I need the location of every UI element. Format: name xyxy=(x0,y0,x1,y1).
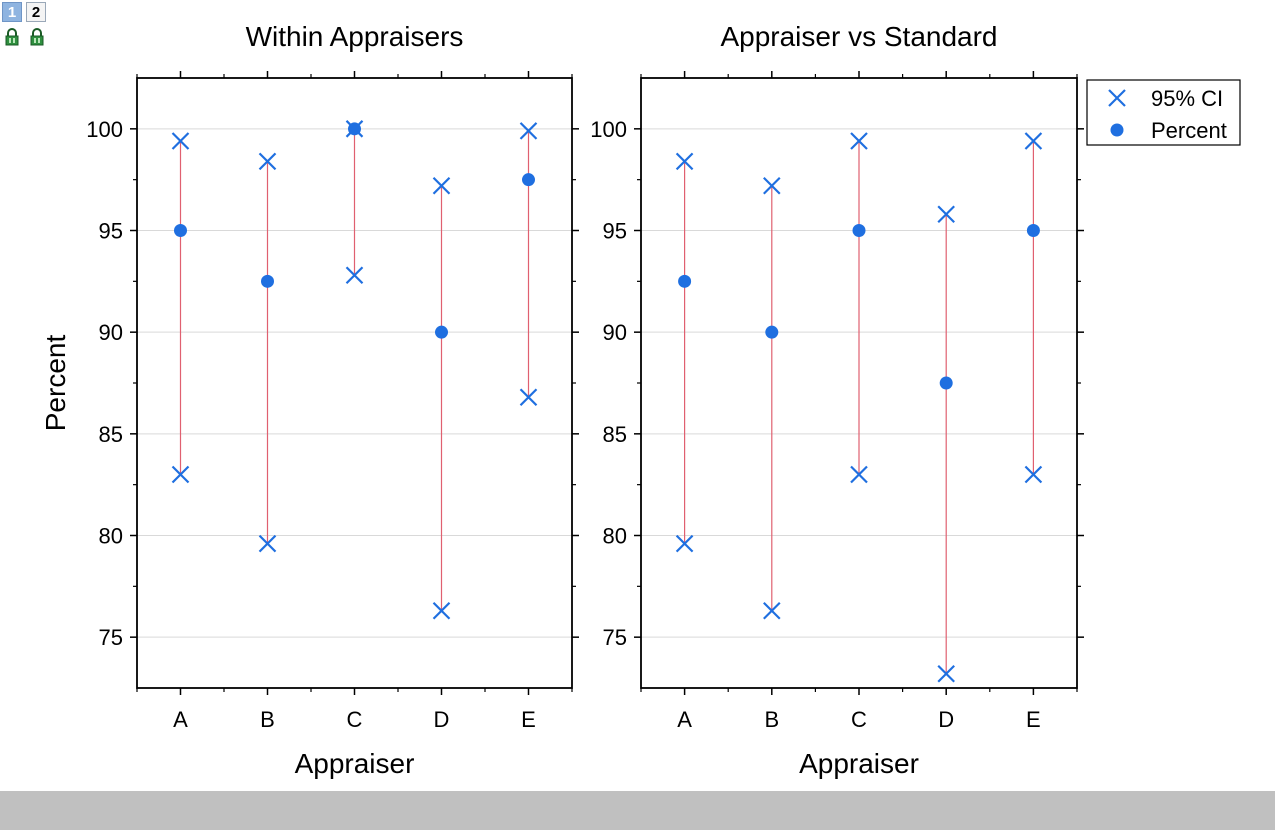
plot-panel-2: 75 80 85 90 95 100 A B C D E Appraiser vs Standard A… xyxy=(590,21,1084,779)
ci-marker xyxy=(850,132,868,150)
ci-marker xyxy=(1108,89,1126,107)
ci-marker xyxy=(171,465,190,484)
y-tick-label: 85 xyxy=(99,422,123,447)
ci-marker-stroke xyxy=(1108,89,1126,107)
legend-percent-marker xyxy=(1110,123,1124,137)
legend-label: 95% CI xyxy=(1151,86,1223,111)
ci-marker xyxy=(675,152,694,171)
plot-panel-1: 75 80 85 90 95 100 A B C D E Within Appraisers Appra… xyxy=(40,21,579,779)
x-tick-label: B xyxy=(260,707,275,732)
ci-marker xyxy=(432,176,451,195)
ci-marker xyxy=(432,601,451,620)
percent-point xyxy=(435,325,448,339)
ci-marker xyxy=(763,601,781,620)
page-tab-1[interactable]: 1 xyxy=(2,2,22,22)
ci-marker-stroke xyxy=(432,601,451,620)
percent-point xyxy=(174,224,187,237)
x-axis-label: Appraiser xyxy=(799,748,919,779)
x-tick-label: C xyxy=(851,707,867,732)
legend-label: Percent xyxy=(1151,118,1227,143)
ci-marker-stroke xyxy=(675,152,694,171)
agreement-chart: 75 80 85 90 95 100 A B C D E Within Appraisers Appra… xyxy=(40,21,1241,779)
percent-point xyxy=(678,274,692,288)
x-tick-label: A xyxy=(173,707,188,732)
x-tick-label: C xyxy=(347,707,363,732)
y-tick-label: 75 xyxy=(603,625,627,650)
ci-marker-stroke xyxy=(850,132,868,150)
x-tick-label: E xyxy=(1026,707,1041,732)
status-bar xyxy=(0,791,1275,830)
ci-marker xyxy=(1024,132,1043,150)
ci-marker-stroke xyxy=(519,388,538,407)
ci-marker xyxy=(345,266,364,285)
percent-point xyxy=(522,173,535,187)
percent-point xyxy=(261,274,274,288)
y-tick-label: 90 xyxy=(603,320,627,345)
percent-point xyxy=(1026,224,1040,237)
ci-marker xyxy=(937,205,955,224)
ci-marker-stroke xyxy=(171,465,190,484)
ci-marker xyxy=(675,534,694,553)
ci-marker-stroke xyxy=(345,266,364,285)
y-tick-label: 100 xyxy=(86,117,123,142)
plot-frame xyxy=(136,77,573,689)
x-tick-label: A xyxy=(677,707,692,732)
chart-title: Within Appraisers xyxy=(246,21,464,52)
ci-marker-stroke xyxy=(675,534,694,553)
x-axis-label: Appraiser xyxy=(295,748,415,779)
ci-marker-stroke xyxy=(258,534,277,553)
ci-marker-stroke xyxy=(258,152,277,171)
x-tick-label: B xyxy=(764,707,779,732)
ci-marker-stroke xyxy=(1024,465,1043,484)
x-tick-label: D xyxy=(434,707,450,732)
x-tick-label: D xyxy=(938,707,954,732)
ci-marker xyxy=(519,388,538,407)
ci-marker xyxy=(763,176,781,195)
ci-marker xyxy=(171,132,190,150)
lock-icon[interactable] xyxy=(3,28,21,46)
ci-marker-stroke xyxy=(937,664,955,683)
ci-marker-stroke xyxy=(937,205,955,224)
page-selector: 1 2 xyxy=(0,0,60,50)
ci-marker-stroke xyxy=(432,176,451,195)
y-tick-label: 80 xyxy=(99,524,123,549)
lock-icon[interactable] xyxy=(28,28,46,46)
page-tab-2[interactable]: 2 xyxy=(26,2,46,22)
ci-marker-stroke xyxy=(1024,132,1043,150)
percent-point xyxy=(765,325,779,339)
ci-marker-stroke xyxy=(763,176,781,195)
percent-point xyxy=(348,122,361,136)
ci-marker xyxy=(850,465,868,484)
y-tick-label: 85 xyxy=(603,422,627,447)
legend: 95% CI Percent xyxy=(1086,79,1241,146)
y-tick-label: 90 xyxy=(99,320,123,345)
y-tick-label: 100 xyxy=(590,117,627,142)
plot-frame xyxy=(640,77,1078,689)
ci-marker-stroke xyxy=(763,601,781,620)
y-axis-label: Percent xyxy=(40,335,71,432)
y-tick-label: 75 xyxy=(99,625,123,650)
ci-marker xyxy=(937,664,955,683)
percent-point xyxy=(852,224,866,237)
y-tick-label: 95 xyxy=(603,219,627,244)
ci-marker-stroke xyxy=(850,465,868,484)
ci-marker xyxy=(1024,465,1043,484)
y-tick-label: 95 xyxy=(99,219,123,244)
ci-marker-stroke xyxy=(519,122,538,140)
chart-title: Appraiser vs Standard xyxy=(720,21,997,52)
ci-marker-stroke xyxy=(171,132,190,150)
percent-point xyxy=(939,376,953,390)
ci-marker xyxy=(258,152,277,171)
y-tick-label: 80 xyxy=(603,524,627,549)
ci-marker xyxy=(258,534,277,553)
ci-marker xyxy=(519,122,538,140)
x-tick-label: E xyxy=(521,707,536,732)
